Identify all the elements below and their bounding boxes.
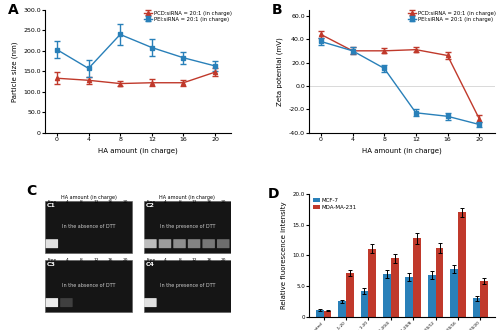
Text: 20: 20	[122, 258, 128, 262]
Bar	[338, 302, 346, 317]
Bar	[450, 269, 458, 317]
Text: 16: 16	[108, 258, 114, 262]
Legend: MCF-7, MDA-MA-231: MCF-7, MDA-MA-231	[312, 197, 358, 211]
Text: In the presence of DTT: In the presence of DTT	[160, 224, 215, 229]
Text: B: B	[272, 3, 282, 16]
Text: 16: 16	[206, 258, 212, 262]
Legend: PCD:siRNA = 20:1 (in charge), PEI:siRNA = 20:1 (in charge): PCD:siRNA = 20:1 (in charge), PEI:siRNA …	[408, 10, 496, 22]
Text: 4: 4	[66, 200, 68, 204]
FancyBboxPatch shape	[144, 298, 156, 307]
Bar	[472, 298, 480, 317]
Y-axis label: Particle size (nm): Particle size (nm)	[11, 41, 18, 102]
Legend: PCD:siRNA = 20:1 (in charge), PEI:siRNA = 20:1 (in charge): PCD:siRNA = 20:1 (in charge), PEI:siRNA …	[144, 10, 232, 22]
Bar	[428, 275, 436, 317]
Bar	[360, 291, 368, 317]
Bar	[480, 281, 488, 317]
Bar	[316, 310, 324, 317]
Bar	[406, 277, 413, 317]
Text: 4: 4	[66, 258, 68, 262]
Text: 12: 12	[93, 258, 98, 262]
Text: Free: Free	[48, 258, 57, 262]
Bar	[144, 260, 231, 312]
Bar	[391, 258, 398, 317]
FancyBboxPatch shape	[60, 298, 72, 307]
Text: C2: C2	[146, 203, 154, 208]
Text: 4: 4	[164, 200, 167, 204]
Text: In the absence of DTT: In the absence of DTT	[62, 224, 116, 229]
Text: 20: 20	[221, 200, 226, 204]
Bar	[436, 248, 444, 317]
FancyBboxPatch shape	[188, 239, 200, 248]
Bar	[383, 274, 391, 317]
FancyBboxPatch shape	[217, 239, 230, 248]
FancyBboxPatch shape	[46, 239, 58, 248]
FancyBboxPatch shape	[46, 298, 58, 307]
FancyBboxPatch shape	[174, 239, 186, 248]
Bar	[368, 249, 376, 317]
Text: A: A	[8, 3, 18, 16]
Text: C4: C4	[146, 262, 154, 267]
Text: Free: Free	[48, 200, 57, 204]
Bar	[45, 201, 132, 253]
Text: HA amount (in charge): HA amount (in charge)	[160, 195, 215, 200]
Y-axis label: Relative fluorescence intensity: Relative fluorescence intensity	[281, 202, 287, 309]
X-axis label: HA amount (in charge): HA amount (in charge)	[362, 148, 442, 154]
Text: 8: 8	[80, 200, 83, 204]
Text: 12: 12	[93, 200, 98, 204]
Text: 8: 8	[178, 258, 182, 262]
X-axis label: HA amount (in charge): HA amount (in charge)	[98, 148, 178, 154]
Text: 8: 8	[178, 200, 182, 204]
Text: 12: 12	[192, 200, 198, 204]
Bar	[324, 311, 332, 317]
Text: 16: 16	[206, 200, 212, 204]
Text: 16: 16	[108, 200, 114, 204]
Text: D: D	[268, 187, 280, 201]
Text: 8: 8	[80, 258, 83, 262]
FancyBboxPatch shape	[202, 239, 215, 248]
Text: 12: 12	[192, 258, 198, 262]
Text: C: C	[26, 184, 36, 198]
Bar	[346, 273, 354, 317]
FancyBboxPatch shape	[158, 239, 171, 248]
Text: Free: Free	[146, 200, 156, 204]
FancyBboxPatch shape	[144, 239, 156, 248]
Bar	[144, 201, 231, 253]
Text: 4: 4	[164, 258, 167, 262]
Bar	[45, 260, 132, 312]
Text: C1: C1	[47, 203, 56, 208]
Text: In the absence of DTT: In the absence of DTT	[62, 282, 116, 287]
Bar	[413, 238, 421, 317]
Text: Free: Free	[146, 258, 156, 262]
Y-axis label: Zeta potential (mV): Zeta potential (mV)	[277, 37, 283, 106]
Text: 20: 20	[221, 258, 226, 262]
Text: In the presence of DTT: In the presence of DTT	[160, 282, 215, 287]
Text: C3: C3	[47, 262, 56, 267]
Text: 20: 20	[122, 200, 128, 204]
Text: HA amount (in charge): HA amount (in charge)	[61, 195, 116, 200]
Bar	[458, 213, 466, 317]
